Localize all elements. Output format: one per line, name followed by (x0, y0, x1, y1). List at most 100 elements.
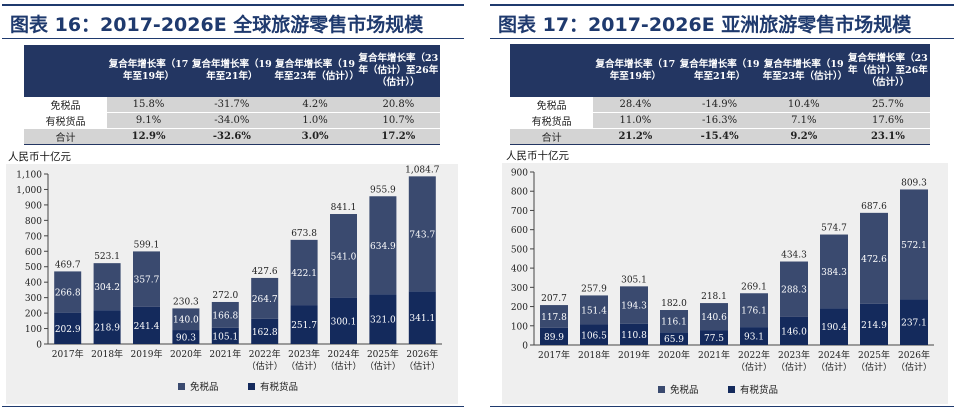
bar-duty-free (251, 277, 279, 319)
y-tick-label: 900 (511, 169, 528, 179)
table-cell: 15.8% (106, 97, 191, 113)
x-tick-label: 2017年 (52, 348, 84, 360)
x-tick-label: （估计） (365, 360, 401, 372)
x-tick-label: （估计） (404, 360, 440, 372)
y-tick-label: 1,100 (16, 171, 42, 181)
y-tick-label: 300 (25, 294, 42, 304)
table-cell: -15.4% (677, 128, 762, 145)
data-label-duty-free: 140.6 (701, 313, 727, 323)
x-tick-label: 2025年 (858, 349, 890, 361)
data-label-duty-free: 266.8 (55, 289, 81, 299)
x-tick-label: 2022年 (738, 349, 770, 361)
y-tick-label: 200 (25, 310, 42, 320)
data-label-duty-free: 541.0 (331, 252, 357, 262)
x-tick-label: 2026年 (898, 349, 930, 361)
table-header: 复合年增长率（19年至21年） (677, 44, 762, 97)
x-tick-label: （估计） (247, 360, 283, 372)
total-label: 523.1 (94, 252, 120, 262)
table-cell: 25.7% (845, 97, 930, 113)
bar-duty-free (408, 176, 436, 292)
table-corner (510, 44, 594, 97)
table-header: 复合年增长率（19年至23年（估计）） (761, 44, 847, 97)
table-header: 复合年增长率（19年至23年（估计）） (273, 45, 359, 97)
table-row: 有税货品 9.1% -34.0% 1.0% 10.7% (24, 112, 440, 129)
table-header: 复合年增长率（23年（估计）至26年（估计）） (356, 45, 440, 97)
y-tick-label: 600 (511, 226, 528, 236)
data-label-duty-paid: 93.1 (744, 333, 764, 343)
data-label-duty-free: 472.6 (861, 255, 887, 265)
total-label: 1,084.7 (405, 165, 440, 175)
global-cagr-table: 复合年增长率（17年至19年） 复合年增长率（19年至21年） 复合年增长率（1… (24, 45, 440, 145)
data-label-duty-free: 140.0 (173, 316, 199, 326)
total-label: 305.1 (621, 275, 647, 285)
data-label-duty-free: 288.3 (781, 286, 807, 296)
x-tick-label: （估计） (325, 360, 361, 372)
bottom-rule (490, 406, 954, 407)
legend-label-duty-paid: 有税货品 (260, 381, 298, 393)
data-label-duty-paid: 214.9 (861, 321, 887, 331)
legend-label-duty-free: 免税品 (670, 384, 699, 396)
total-label: 434.3 (781, 251, 807, 261)
x-tick-label: 2023年 (288, 348, 320, 360)
bar-duty-free (330, 214, 357, 298)
legend-label-duty-paid: 有税货品 (740, 384, 778, 396)
y-tick-label: 300 (511, 284, 528, 294)
bar-duty-paid (780, 316, 808, 345)
data-label-duty-paid: 77.5 (704, 334, 724, 344)
data-label-duty-free: 151.4 (581, 306, 607, 316)
table-cell: 9.1% (106, 112, 191, 129)
data-label-duty-free: 176.1 (741, 307, 767, 317)
bar-duty-free (172, 308, 200, 331)
bar-duty-free (820, 234, 848, 309)
y-tick-label: 100 (25, 325, 42, 335)
y-tick-label: 400 (511, 265, 528, 275)
data-label-duty-free: 422.1 (291, 269, 317, 279)
x-tick-label: 2023年 (778, 349, 810, 361)
total-label: 955.9 (370, 185, 396, 195)
bar-duty-free (740, 293, 768, 328)
x-tick-label: （估计） (286, 360, 322, 372)
table-cell: 12.9% (106, 128, 191, 145)
bottom-rule (2, 406, 464, 407)
table-cell: -16.3% (677, 112, 762, 129)
asia-cagr-table: 复合年增长率（17年至19年） 复合年增长率（19年至21年） 复合年增长率（1… (510, 44, 930, 145)
table-total-row: 合计 12.9% -32.6% 3.0% 17.2% (24, 128, 440, 145)
x-tick-label: （估计） (816, 361, 852, 373)
bar-duty-paid (93, 310, 121, 344)
row-label: 有税货品 (510, 112, 594, 129)
data-label-duty-free: 166.8 (212, 311, 238, 321)
data-label-duty-free: 572.1 (901, 241, 927, 251)
table-cell: 11.0% (593, 112, 678, 129)
x-tick-label: 2020年 (658, 349, 690, 361)
bar-duty-paid (740, 327, 768, 345)
table-row: 有税货品 11.0% -16.3% 7.1% 17.6% (510, 112, 930, 129)
table-cell: 1.0% (273, 112, 357, 129)
x-tick-label: （估计） (856, 361, 892, 373)
row-label: 有税货品 (24, 112, 107, 129)
data-label-duty-paid: 202.9 (55, 325, 81, 335)
bar-duty-free (860, 212, 888, 304)
y-tick-label: 800 (25, 217, 42, 227)
x-tick-label: 2017年 (538, 349, 570, 361)
bar-duty-free (900, 189, 928, 300)
y-tick-label: 0 (522, 342, 528, 352)
total-label: 673.8 (291, 229, 317, 239)
y-tick-label: 1,000 (16, 186, 42, 196)
data-label-duty-paid: 190.4 (821, 323, 847, 333)
table-cell: 3.0% (273, 128, 357, 145)
data-label-duty-paid: 321.0 (370, 316, 396, 326)
x-tick-label: 2026年 (406, 348, 438, 360)
bar-duty-paid (369, 294, 397, 344)
table-cell: 4.2% (273, 97, 357, 113)
table-cell: 20.8% (356, 97, 440, 113)
bar-duty-paid (580, 324, 608, 345)
data-label-duty-free: 264.7 (252, 295, 278, 305)
total-label: 269.1 (741, 282, 767, 292)
total-label: 207.7 (541, 294, 567, 304)
bar-duty-paid (660, 332, 688, 345)
data-label-duty-paid: 237.1 (901, 319, 927, 329)
bar-duty-paid (211, 327, 239, 344)
total-label: 218.1 (701, 292, 727, 302)
y-tick-label: 600 (25, 248, 42, 258)
data-label-duty-paid: 251.7 (291, 321, 317, 331)
